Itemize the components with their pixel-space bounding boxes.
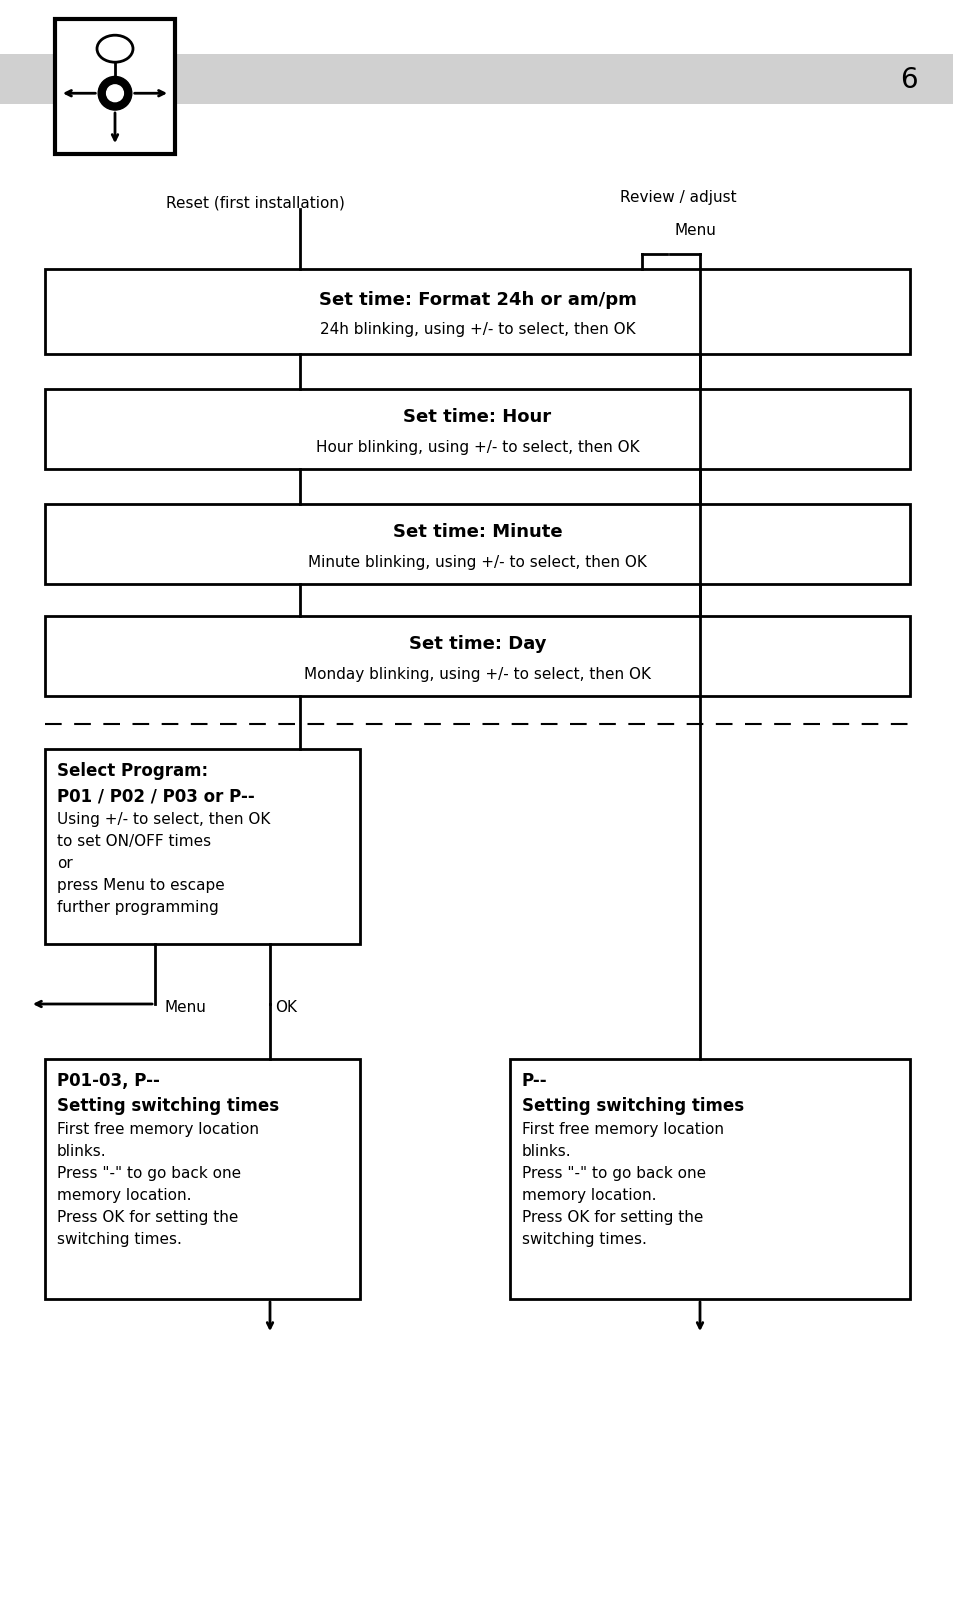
Text: Set time: Minute: Set time: Minute (393, 523, 561, 541)
Text: P01 / P02 / P03 or P--: P01 / P02 / P03 or P-- (57, 786, 254, 804)
Text: 24h blinking, using +/- to select, then OK: 24h blinking, using +/- to select, then … (319, 321, 635, 337)
Bar (55, 19, 174, 155)
Text: Select Program:: Select Program: (57, 762, 208, 780)
Text: press Menu to escape: press Menu to escape (57, 878, 225, 893)
Text: blinks.: blinks. (57, 1143, 107, 1159)
Text: Set time: Hour: Set time: Hour (403, 408, 551, 426)
Text: Minute blinking, using +/- to select, then OK: Minute blinking, using +/- to select, th… (308, 554, 646, 570)
Text: Setting switching times: Setting switching times (521, 1096, 743, 1114)
Bar (45, 270, 909, 355)
Text: Press OK for setting the: Press OK for setting the (57, 1209, 238, 1225)
Text: memory location.: memory location. (57, 1188, 192, 1202)
Ellipse shape (97, 36, 132, 63)
Text: further programming: further programming (57, 899, 218, 915)
Text: switching times.: switching times. (57, 1231, 182, 1246)
Text: OK: OK (274, 999, 296, 1014)
Text: Press "-" to go back one: Press "-" to go back one (521, 1165, 705, 1180)
Text: Using +/- to select, then OK: Using +/- to select, then OK (57, 812, 270, 826)
Text: blinks.: blinks. (521, 1143, 571, 1159)
Bar (510, 1059, 909, 1299)
Text: Setting switching times: Setting switching times (57, 1096, 279, 1114)
Text: Set time: Day: Set time: Day (408, 634, 546, 652)
Text: to set ON/OFF times: to set ON/OFF times (57, 833, 211, 849)
Text: Press "-" to go back one: Press "-" to go back one (57, 1165, 241, 1180)
Text: memory location.: memory location. (521, 1188, 656, 1202)
Text: Reset (first installation): Reset (first installation) (166, 195, 344, 210)
Text: First free memory location: First free memory location (57, 1122, 258, 1136)
Text: Set time: Format 24h or am/pm: Set time: Format 24h or am/pm (318, 291, 636, 308)
Text: or: or (57, 855, 72, 870)
Text: Menu: Menu (165, 999, 207, 1014)
Text: Press OK for setting the: Press OK for setting the (521, 1209, 702, 1225)
Bar (45, 749, 359, 944)
Text: Review / adjust: Review / adjust (619, 190, 736, 205)
Bar (45, 505, 909, 584)
Text: Menu: Menu (675, 223, 716, 237)
Bar (45, 389, 909, 470)
Text: Monday blinking, using +/- to select, then OK: Monday blinking, using +/- to select, th… (304, 667, 650, 681)
Text: First free memory location: First free memory location (521, 1122, 723, 1136)
Bar (45, 617, 909, 697)
Circle shape (107, 86, 123, 103)
Text: 6: 6 (900, 66, 917, 94)
Text: Hour blinking, using +/- to select, then OK: Hour blinking, using +/- to select, then… (315, 439, 639, 454)
Bar (45, 1059, 359, 1299)
Text: switching times.: switching times. (521, 1231, 646, 1246)
Text: P01-03, P--: P01-03, P-- (57, 1072, 160, 1089)
Text: P--: P-- (521, 1072, 547, 1089)
Circle shape (98, 77, 132, 111)
Bar (0, 55, 953, 105)
